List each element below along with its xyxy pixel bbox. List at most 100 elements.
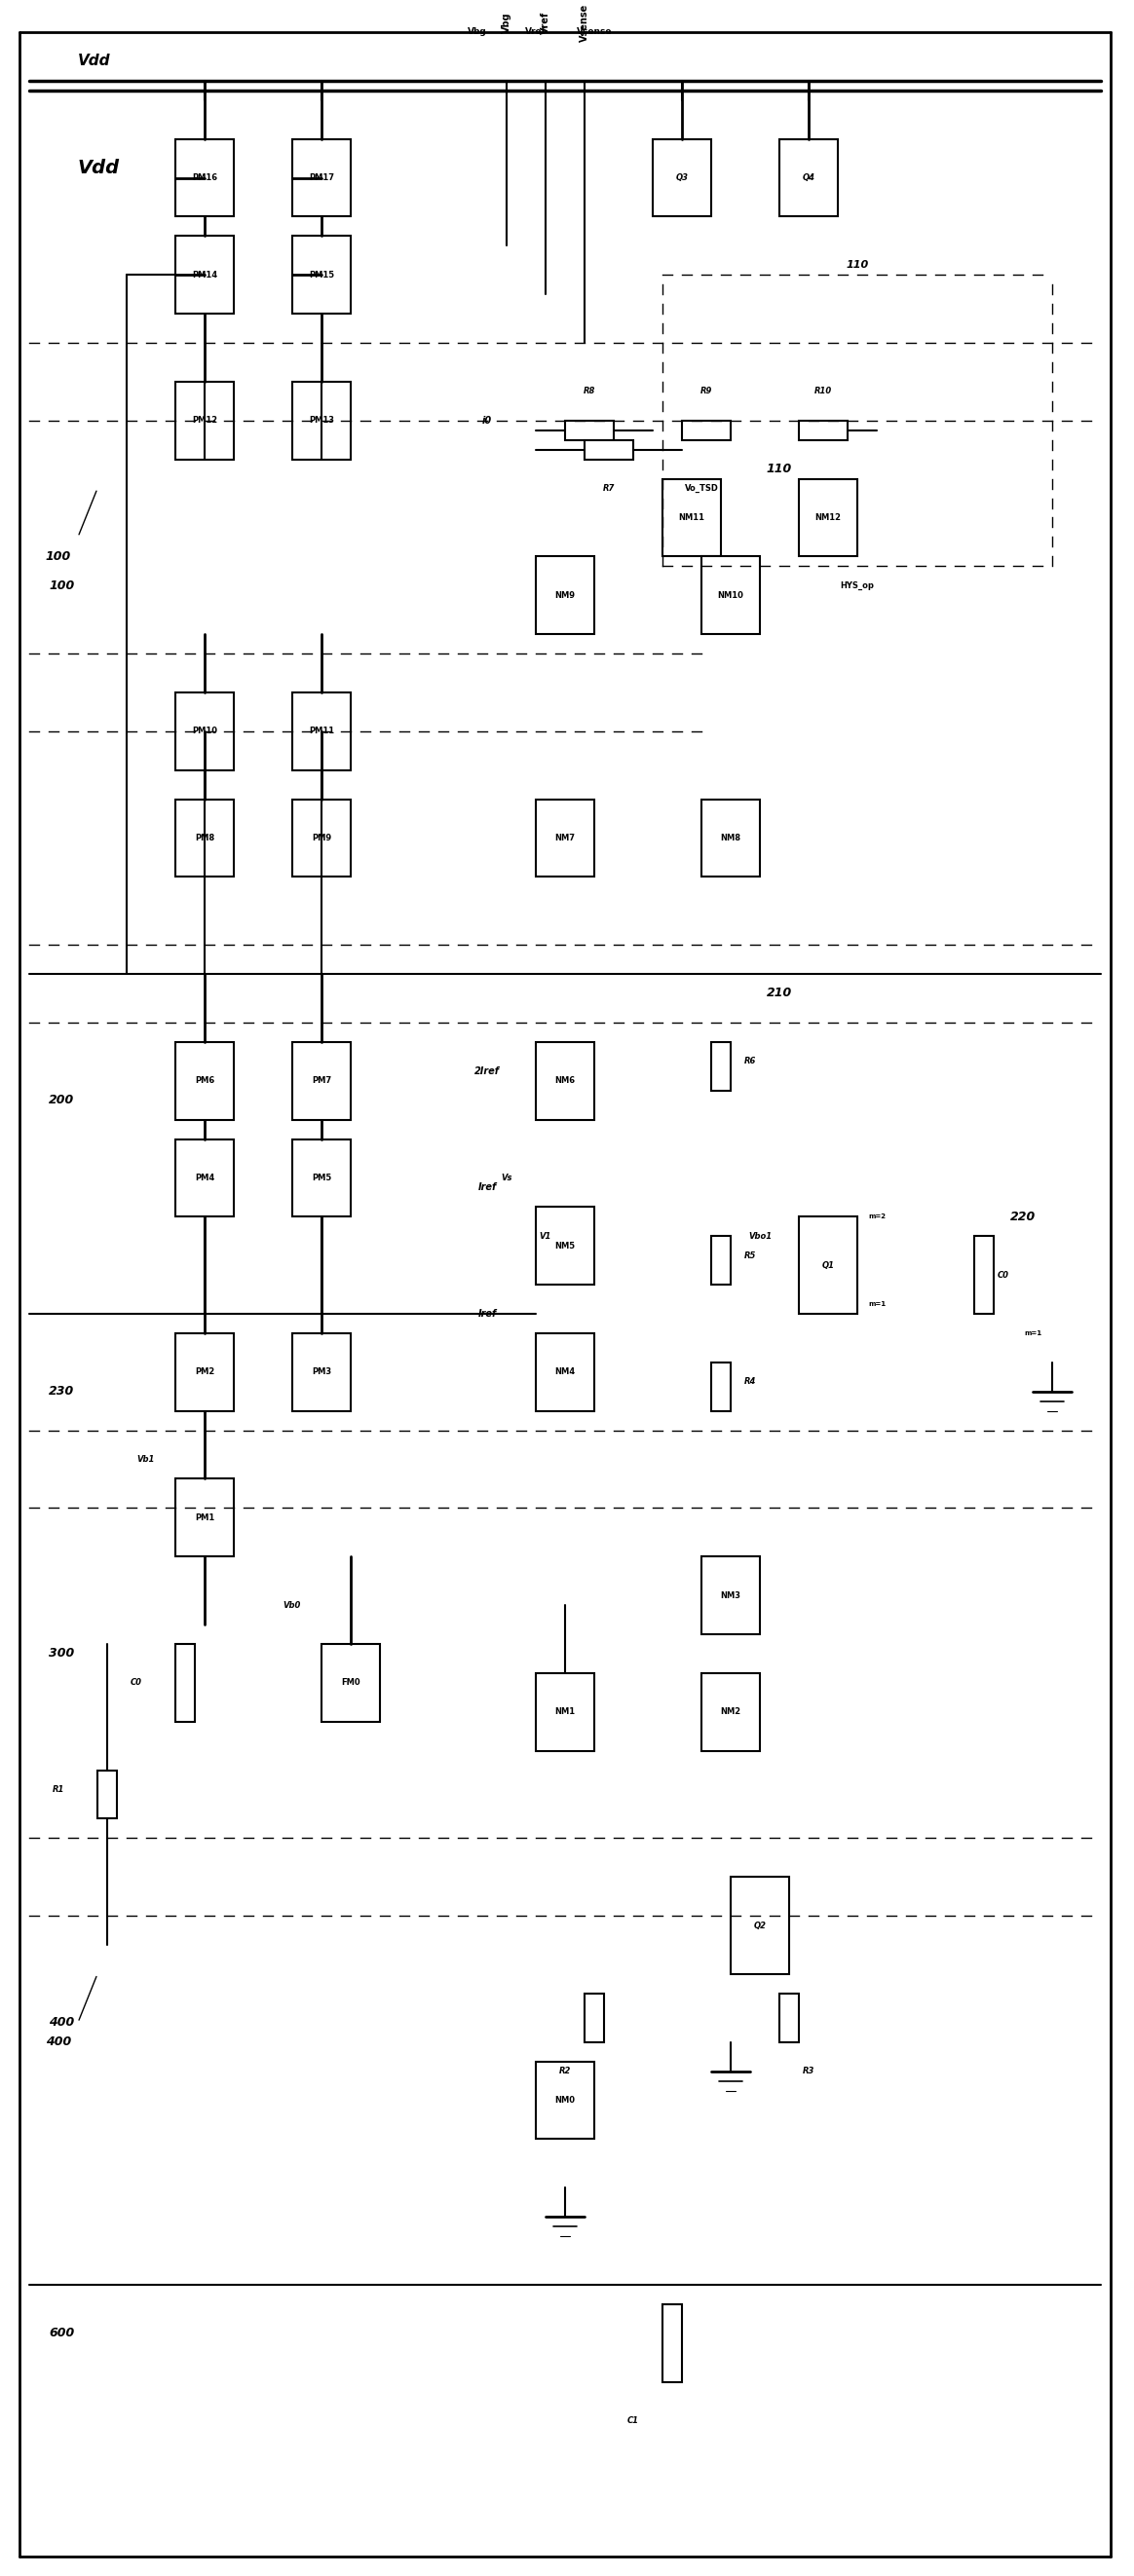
Text: PM10: PM10 (192, 726, 218, 737)
Bar (702, 1672, 760, 1752)
Text: PM3: PM3 (312, 1368, 331, 1376)
Text: C0: C0 (998, 1270, 1009, 1280)
Text: 220: 220 (1010, 1211, 1035, 1224)
Text: R6: R6 (744, 1056, 756, 1066)
Bar (176, 381, 234, 459)
Text: 2Iref: 2Iref (474, 1066, 500, 1077)
Text: NM12: NM12 (815, 513, 841, 523)
Bar (711, 1363, 730, 1412)
Text: 300: 300 (49, 1646, 75, 1659)
Text: NM2: NM2 (720, 1708, 741, 1716)
Text: 230: 230 (49, 1386, 75, 1399)
Text: C0: C0 (130, 1680, 142, 1687)
Bar (176, 1479, 234, 1556)
Bar (293, 799, 350, 876)
Text: NM7: NM7 (555, 835, 575, 842)
Text: PM2: PM2 (195, 1368, 214, 1376)
Text: PM13: PM13 (308, 417, 335, 425)
Bar (584, 1994, 604, 2043)
Bar (176, 1041, 234, 1121)
Text: NM5: NM5 (555, 1242, 575, 1249)
Bar (798, 420, 847, 440)
Text: 600: 600 (49, 2326, 75, 2339)
Bar (702, 799, 760, 876)
Text: PM8: PM8 (195, 835, 214, 842)
Bar (176, 1139, 234, 1216)
Text: NM6: NM6 (555, 1077, 575, 1084)
Bar (176, 139, 234, 216)
Bar (536, 1208, 594, 1285)
Text: V1: V1 (540, 1231, 551, 1242)
Bar (974, 1236, 993, 1314)
Text: PM7: PM7 (312, 1077, 331, 1084)
Bar (662, 2303, 682, 2383)
Bar (536, 1334, 594, 1412)
Text: NM11: NM11 (678, 513, 705, 523)
Text: 110: 110 (767, 464, 793, 477)
Text: Vsense: Vsense (579, 3, 590, 41)
Text: Vs: Vs (501, 1175, 513, 1182)
Bar (176, 799, 234, 876)
Text: Vref: Vref (541, 10, 550, 33)
Bar (730, 1878, 789, 1973)
Text: R8: R8 (583, 386, 595, 397)
Text: Q4: Q4 (802, 173, 815, 183)
Text: R5: R5 (744, 1252, 756, 1260)
Text: C1: C1 (627, 2416, 640, 2424)
Text: R4: R4 (744, 1378, 756, 1386)
Text: NM9: NM9 (555, 590, 575, 600)
Text: R9: R9 (701, 386, 712, 397)
Text: 400: 400 (45, 2035, 71, 2048)
Bar (565, 420, 613, 440)
Text: Q1: Q1 (822, 1260, 835, 1270)
Bar (653, 139, 711, 216)
Text: PM6: PM6 (195, 1077, 214, 1084)
Text: NM3: NM3 (720, 1592, 741, 1600)
Text: i0: i0 (482, 415, 492, 425)
Text: Vsense: Vsense (576, 28, 612, 36)
Bar (702, 1556, 760, 1633)
Bar (322, 1643, 380, 1721)
Text: PM15: PM15 (308, 270, 335, 278)
Text: PM12: PM12 (192, 417, 218, 425)
Bar (293, 139, 350, 216)
Text: PM11: PM11 (308, 726, 335, 737)
Text: 100: 100 (49, 580, 75, 592)
Text: R7: R7 (603, 484, 615, 492)
Bar (176, 237, 234, 314)
Text: PM5: PM5 (312, 1175, 331, 1182)
Bar (98, 1770, 117, 1819)
Bar (176, 1643, 195, 1721)
Bar (536, 1672, 594, 1752)
Bar (711, 1236, 730, 1285)
Text: Vb1: Vb1 (137, 1455, 155, 1463)
Bar (779, 139, 838, 216)
Text: Vb0: Vb0 (284, 1600, 302, 1610)
Bar (682, 420, 730, 440)
Text: Iref: Iref (477, 1182, 497, 1193)
Bar (293, 1041, 350, 1121)
Text: Vbg: Vbg (501, 13, 511, 33)
Bar (779, 1994, 798, 2043)
Text: 110: 110 (846, 260, 869, 270)
Text: PM4: PM4 (195, 1175, 214, 1182)
Text: Q3: Q3 (676, 173, 688, 183)
Bar (293, 237, 350, 314)
Bar (293, 693, 350, 770)
Text: Iref: Iref (477, 1309, 497, 1319)
Bar (293, 381, 350, 459)
Text: Vbo1: Vbo1 (748, 1231, 771, 1242)
Text: PM14: PM14 (192, 270, 218, 278)
Bar (176, 1334, 234, 1412)
Text: PM17: PM17 (308, 173, 335, 183)
Text: HYS_op: HYS_op (840, 582, 874, 590)
Bar (536, 1041, 594, 1121)
Text: Vdd: Vdd (78, 160, 120, 178)
Text: Vbg: Vbg (467, 28, 486, 36)
Text: FM0: FM0 (341, 1680, 361, 1687)
Text: NM8: NM8 (720, 835, 741, 842)
Text: NM1: NM1 (555, 1708, 575, 1716)
Bar (293, 1139, 350, 1216)
Bar (536, 799, 594, 876)
Bar (662, 479, 721, 556)
